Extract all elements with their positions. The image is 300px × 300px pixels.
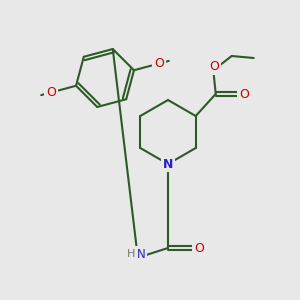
Text: O: O	[46, 86, 56, 99]
Text: O: O	[209, 61, 219, 74]
Text: O: O	[194, 242, 204, 254]
Text: N: N	[163, 158, 173, 170]
Text: O: O	[239, 88, 249, 100]
Text: N: N	[136, 248, 146, 260]
Text: H: H	[127, 249, 135, 259]
Text: O: O	[154, 57, 164, 70]
